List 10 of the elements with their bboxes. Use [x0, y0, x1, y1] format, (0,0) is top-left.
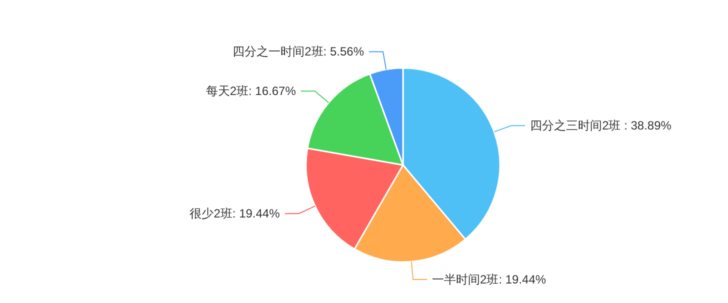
slice-label: 四分之一时间2班 [232, 44, 324, 59]
data-label: : 16.67% [248, 84, 296, 98]
data-label: : 5.56% [323, 44, 364, 59]
slice-label: 四分之三时间2班 [530, 118, 621, 133]
slice-label: 一半时间2班 [432, 272, 499, 287]
data-label: : 19.44% [232, 206, 280, 221]
data-label: : 38.89% [620, 118, 672, 133]
data-label: : 19.44% [498, 272, 546, 287]
slice-label: 很少2班 [190, 206, 232, 221]
slice-label: 每天2班 [206, 84, 248, 98]
